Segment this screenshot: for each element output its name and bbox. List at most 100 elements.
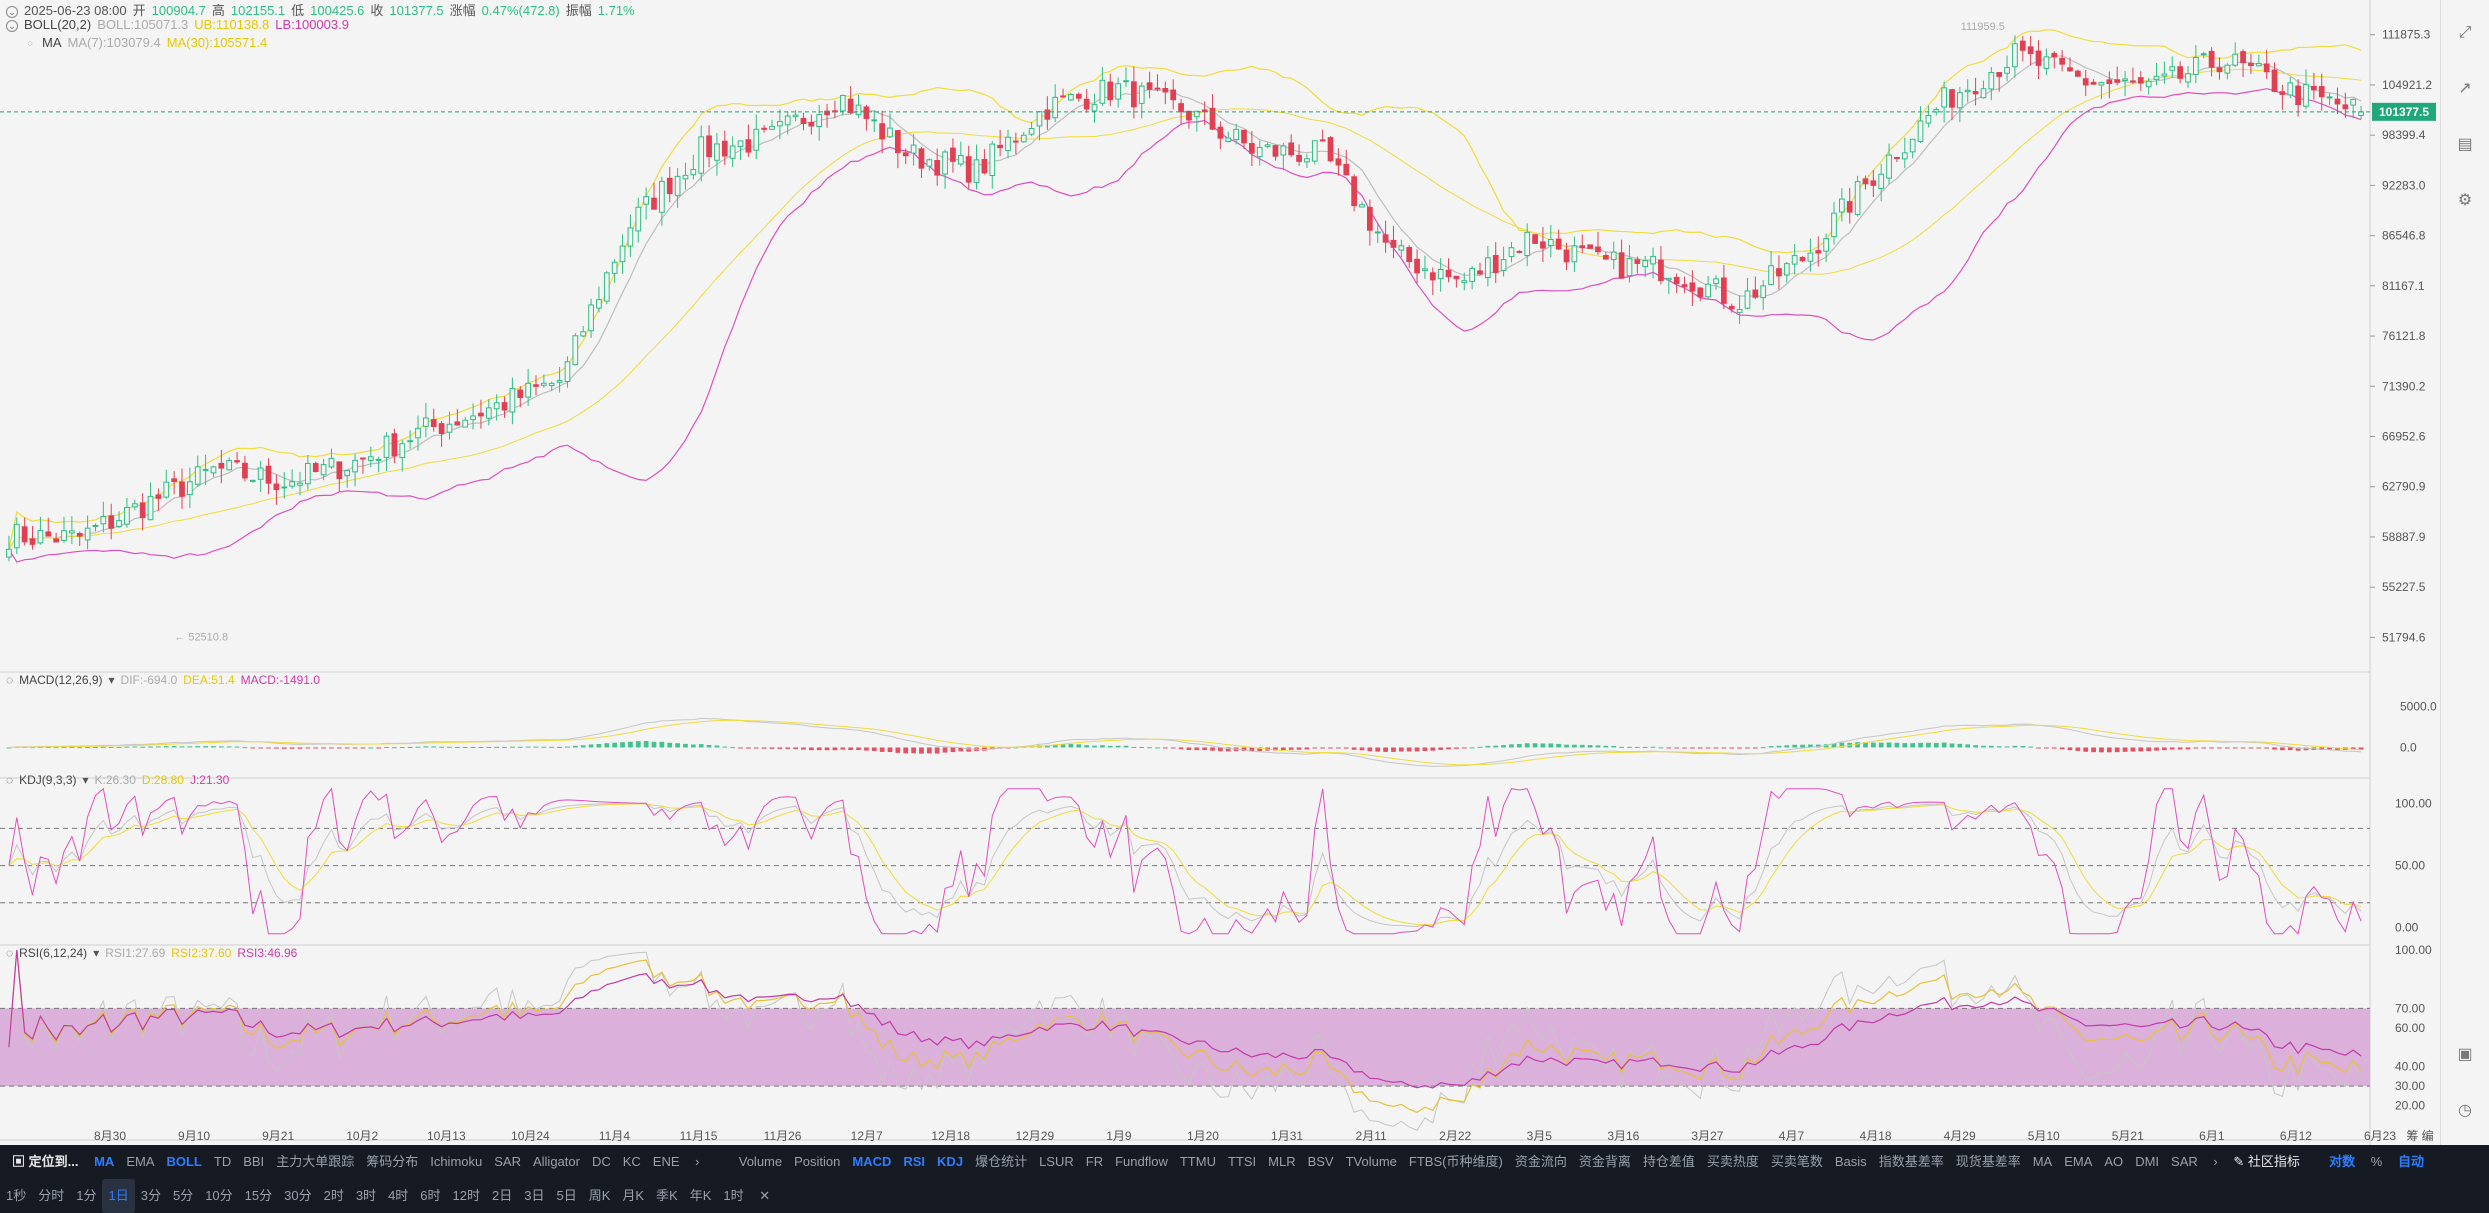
- eye-icon[interactable]: ◌: [6, 946, 14, 960]
- macd-histogram-bar: [1084, 745, 1090, 748]
- chart-type-icon[interactable]: ▤: [2457, 136, 2473, 153]
- macd-histogram-bar: [1493, 745, 1499, 748]
- main-indicator-10[interactable]: DC: [591, 1154, 611, 1169]
- sub-indicator-1[interactable]: Position: [794, 1154, 841, 1169]
- timeframe-6[interactable]: 10分: [205, 1188, 233, 1203]
- d-value: D:28.80: [141, 773, 184, 787]
- sub-indicator-11[interactable]: MLR: [1268, 1154, 1296, 1169]
- sub-indicator-5[interactable]: 爆仓统计: [975, 1154, 1028, 1169]
- sub-indicator-12[interactable]: BSV: [1307, 1154, 1334, 1169]
- community-indicators-button[interactable]: ✎ 社区指标: [2227, 1145, 2306, 1179]
- sub-indicator-13[interactable]: TVolume: [1345, 1154, 1397, 1169]
- macd-histogram-bar: [1131, 746, 1137, 748]
- timeframe-19[interactable]: 季K: [656, 1188, 678, 1203]
- chevron-right-icon[interactable]: ›: [2213, 1154, 2218, 1169]
- log-scale-toggle[interactable]: 对数: [2329, 1154, 2356, 1169]
- timeframe-18[interactable]: 月K: [622, 1188, 645, 1203]
- sub-indicator-16[interactable]: 资金背离: [1578, 1154, 1631, 1169]
- sub-indicator-4[interactable]: KDJ: [937, 1154, 964, 1169]
- timeframe-4[interactable]: 3分: [140, 1188, 161, 1203]
- macd-legend-name[interactable]: MACD(12,26,9): [19, 673, 103, 687]
- main-indicator-11[interactable]: KC: [622, 1154, 641, 1169]
- eye-icon[interactable]: ◌: [6, 773, 14, 787]
- main-indicator-4[interactable]: BBI: [243, 1154, 265, 1169]
- sub-indicator-23[interactable]: MA: [2032, 1154, 2053, 1169]
- timer-icon[interactable]: ◷: [2458, 1102, 2472, 1119]
- sub-indicator-8[interactable]: Fundflow: [1115, 1154, 1168, 1169]
- price-chart[interactable]: 5000.0 0.0 100.00 50.00 0.00 100.00 70.00 60.…: [0, 0, 2440, 1145]
- sub-indicator-10[interactable]: TTSI: [1227, 1154, 1257, 1169]
- sub-indicator-22[interactable]: 现货基差率: [1955, 1154, 2021, 1169]
- dropdown-icon[interactable]: ▾: [108, 673, 115, 687]
- timeframe-13[interactable]: 12时: [452, 1188, 480, 1203]
- timeframe-8[interactable]: 30分: [284, 1188, 312, 1203]
- main-indicator-9[interactable]: Alligator: [532, 1154, 580, 1169]
- sub-indicator-24[interactable]: EMA: [2064, 1154, 2093, 1169]
- main-indicator-3[interactable]: TD: [213, 1154, 232, 1169]
- sub-indicator-18[interactable]: 买卖热度: [1706, 1154, 1759, 1169]
- sub-indicator-3[interactable]: RSI: [903, 1154, 926, 1169]
- close-icon[interactable]: ✕: [759, 1188, 771, 1203]
- timeframe-10[interactable]: 3时: [355, 1188, 377, 1203]
- trend-icon[interactable]: ↗: [2458, 80, 2472, 97]
- timeframe-20[interactable]: 年K: [689, 1188, 712, 1203]
- dropdown-icon[interactable]: ▾: [82, 773, 89, 787]
- macd-histogram-bar: [1902, 743, 1908, 748]
- candle-body: [2051, 52, 2058, 58]
- rsi-legend-name[interactable]: RSI(6,12,24): [19, 946, 88, 960]
- timeframe-17[interactable]: 周K: [588, 1188, 611, 1203]
- sub-indicator-20[interactable]: Basis: [1834, 1154, 1867, 1169]
- macd-histogram-bar: [1477, 746, 1483, 748]
- collapse-icon[interactable]: ⌄: [6, 19, 18, 32]
- main-indicator-1[interactable]: EMA: [126, 1154, 155, 1169]
- collapse-icon[interactable]: ⌄: [6, 5, 18, 18]
- timeframe-21[interactable]: 1时: [723, 1188, 744, 1203]
- main-indicator-8[interactable]: SAR: [494, 1154, 521, 1169]
- kdj-legend-name[interactable]: KDJ(9,3,3): [19, 773, 77, 787]
- locate-button[interactable]: ▣ 定位到...: [12, 1154, 79, 1169]
- main-indicator-5[interactable]: 主力大单跟踪: [276, 1154, 355, 1169]
- timeframe-14[interactable]: 2日: [492, 1188, 513, 1203]
- ma-legend-name[interactable]: MA: [42, 35, 62, 50]
- main-indicator-6[interactable]: 筹码分布: [366, 1154, 419, 1169]
- auto-scale-toggle[interactable]: 自动: [2397, 1154, 2424, 1169]
- timeframe-0[interactable]: 1秒: [6, 1188, 27, 1203]
- timeframe-5[interactable]: 5分: [172, 1188, 194, 1203]
- main-indicator-7[interactable]: Ichimoku: [430, 1154, 483, 1169]
- timeframe-9[interactable]: 2时: [323, 1188, 344, 1203]
- sub-indicator-21[interactable]: 指数基差率: [1878, 1154, 1944, 1169]
- sub-indicator-19[interactable]: 买卖笔数: [1770, 1154, 1823, 1169]
- timeframe-12[interactable]: 6时: [420, 1188, 441, 1203]
- sub-indicator-6[interactable]: LSUR: [1039, 1154, 1074, 1169]
- sub-indicator-26[interactable]: DMI: [2135, 1154, 2160, 1169]
- candle-body: [1083, 98, 1090, 110]
- sub-indicator-15[interactable]: 资金流向: [1514, 1154, 1567, 1169]
- chevron-right-icon[interactable]: ›: [695, 1154, 700, 1169]
- sub-indicator-25[interactable]: AO: [2104, 1154, 2124, 1169]
- main-indicator-12[interactable]: ENE: [652, 1154, 680, 1169]
- eye-icon[interactable]: ◌: [6, 673, 14, 687]
- timeframe-1[interactable]: 分时: [38, 1188, 65, 1203]
- percent-toggle[interactable]: %: [2370, 1154, 2383, 1169]
- sub-indicator-9[interactable]: TTMU: [1179, 1154, 1216, 1169]
- sub-indicator-14[interactable]: FTBS(币种维度): [1408, 1154, 1503, 1169]
- sub-indicator-17[interactable]: 持仓差值: [1642, 1154, 1695, 1169]
- timeframe-11[interactable]: 4时: [388, 1188, 409, 1203]
- boll-legend-name[interactable]: BOLL(20,2): [24, 17, 92, 32]
- timeframe-7[interactable]: 15分: [244, 1188, 273, 1203]
- sub-indicator-27[interactable]: SAR: [2171, 1154, 2198, 1169]
- settings-icon[interactable]: ⚙: [2457, 192, 2473, 209]
- layout-icon[interactable]: ▣: [2457, 1046, 2473, 1063]
- main-indicator-2[interactable]: BOLL: [166, 1154, 202, 1169]
- dropdown-icon[interactable]: ▾: [93, 946, 100, 960]
- sub-indicator-0[interactable]: Volume: [738, 1154, 783, 1169]
- sub-indicator-2[interactable]: MACD: [852, 1154, 892, 1169]
- timeframe-3[interactable]: 1日: [102, 1179, 135, 1213]
- fullscreen-icon[interactable]: ⤢: [2458, 24, 2472, 41]
- sub-indicator-7[interactable]: FR: [1085, 1154, 1104, 1169]
- timeframe-16[interactable]: 5日: [556, 1188, 577, 1203]
- timeframe-15[interactable]: 3日: [524, 1188, 545, 1203]
- eye-icon[interactable]: ◌: [27, 37, 33, 48]
- timeframe-2[interactable]: 1分: [76, 1188, 97, 1203]
- main-indicator-0[interactable]: MA: [94, 1154, 115, 1169]
